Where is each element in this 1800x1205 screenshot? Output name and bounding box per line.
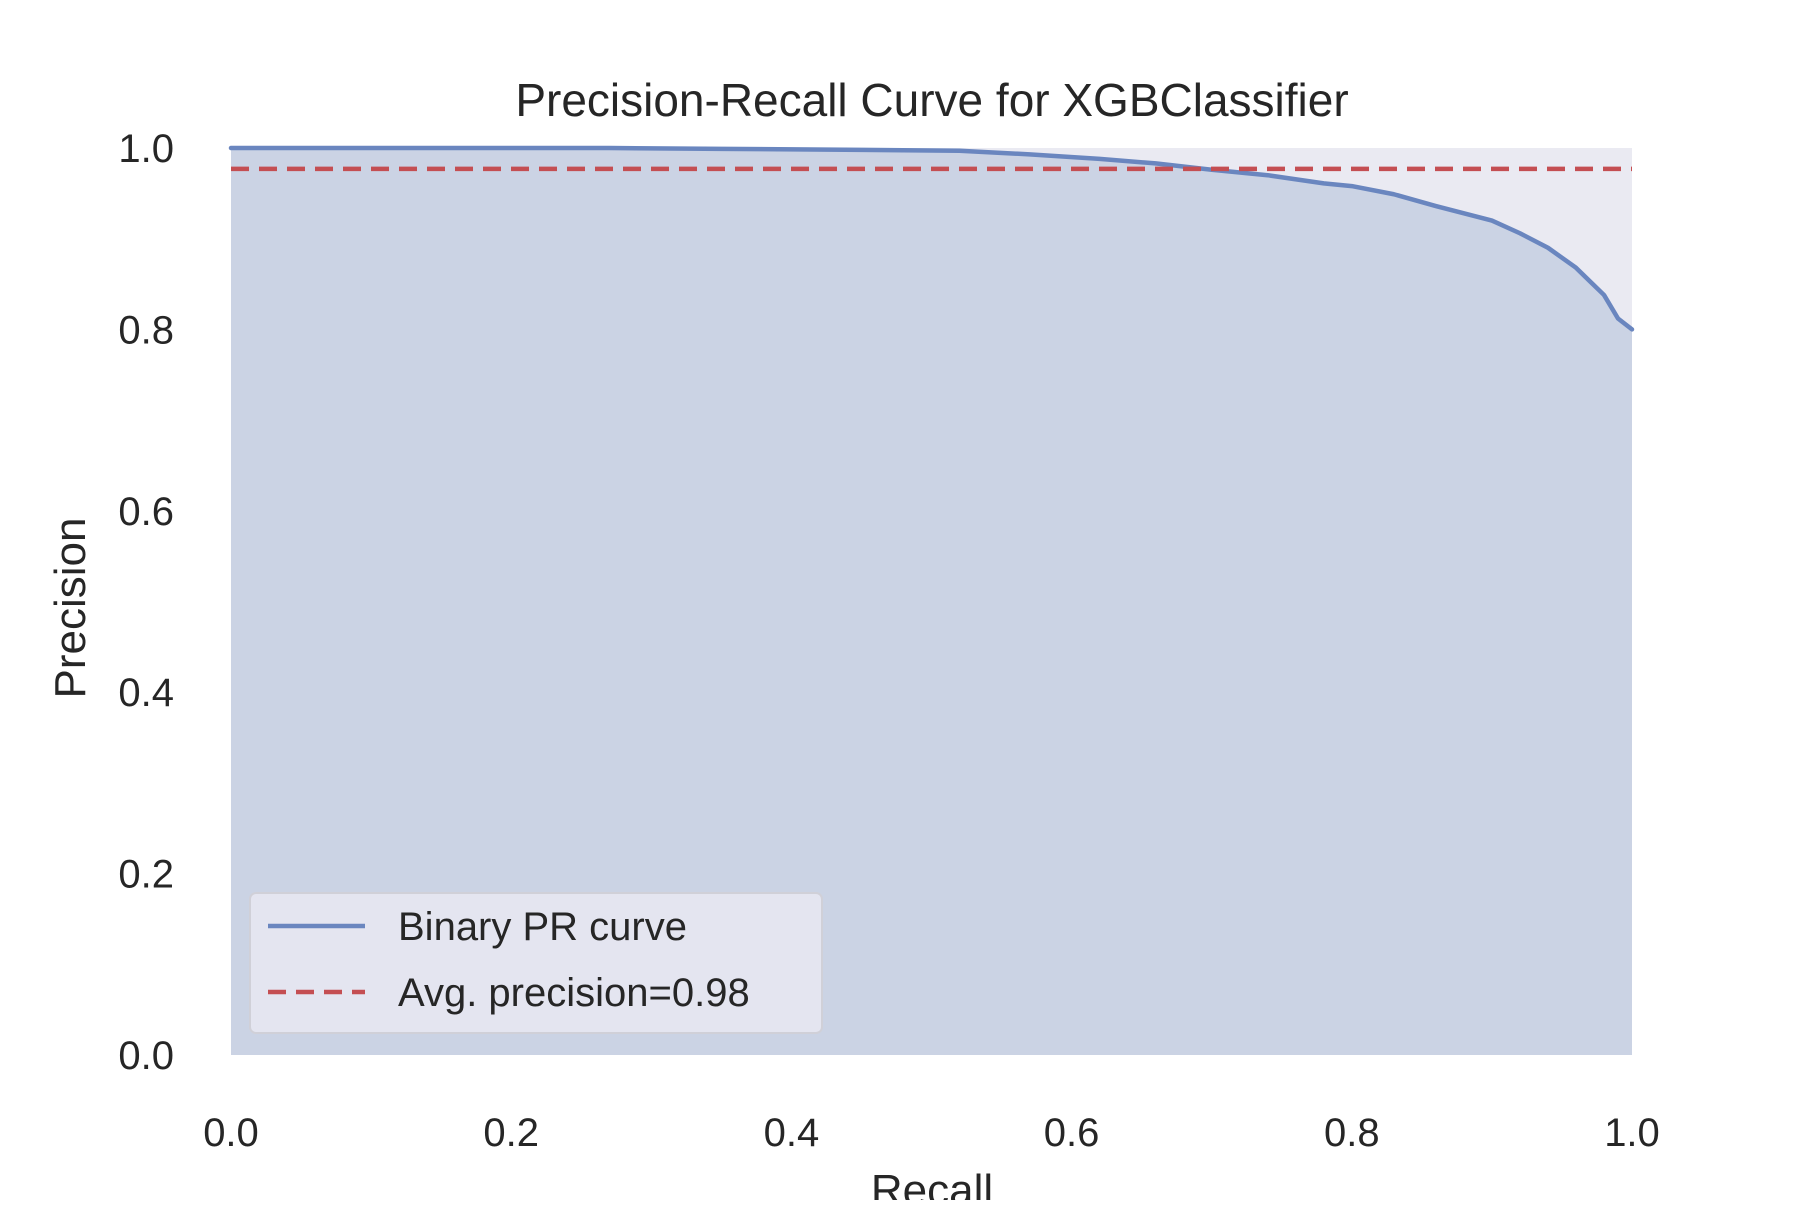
x-axis-ticks: 0.0 0.2 0.4 0.6 0.8 1.0: [203, 1111, 1660, 1155]
pr-curve-fill: [231, 148, 1632, 1055]
legend-label-avg-precision: Avg. precision=0.98: [398, 971, 750, 1015]
legend: Binary PR curve Avg. precision=0.98: [249, 892, 823, 1034]
y-axis-ticks: 0.0 0.2 0.4 0.6 0.8 1.0: [118, 127, 174, 1078]
y-axis-label: Precision: [46, 518, 95, 699]
x-tick-label: 0.6: [1044, 1111, 1100, 1155]
y-tick-label: 1.0: [118, 127, 174, 171]
x-tick-label: 0.0: [203, 1111, 259, 1155]
x-axis-label: Recall: [871, 1166, 993, 1200]
y-tick-label: 0.6: [118, 490, 174, 534]
y-tick-label: 0.0: [118, 1034, 174, 1078]
y-tick-label: 0.4: [118, 671, 174, 715]
x-tick-label: 1.0: [1604, 1111, 1660, 1155]
x-tick-label: 0.8: [1324, 1111, 1380, 1155]
pr-curve-line: [228, 145, 1635, 332]
legend-box: [249, 892, 823, 1034]
y-tick-label: 0.8: [118, 308, 174, 352]
chart-title: Precision-Recall Curve for XGBClassifier: [515, 74, 1348, 126]
y-tick-label: 0.2: [118, 853, 174, 897]
x-tick-label: 0.4: [764, 1111, 820, 1155]
legend-label-pr-curve: Binary PR curve: [398, 905, 687, 949]
x-tick-label: 0.2: [483, 1111, 539, 1155]
